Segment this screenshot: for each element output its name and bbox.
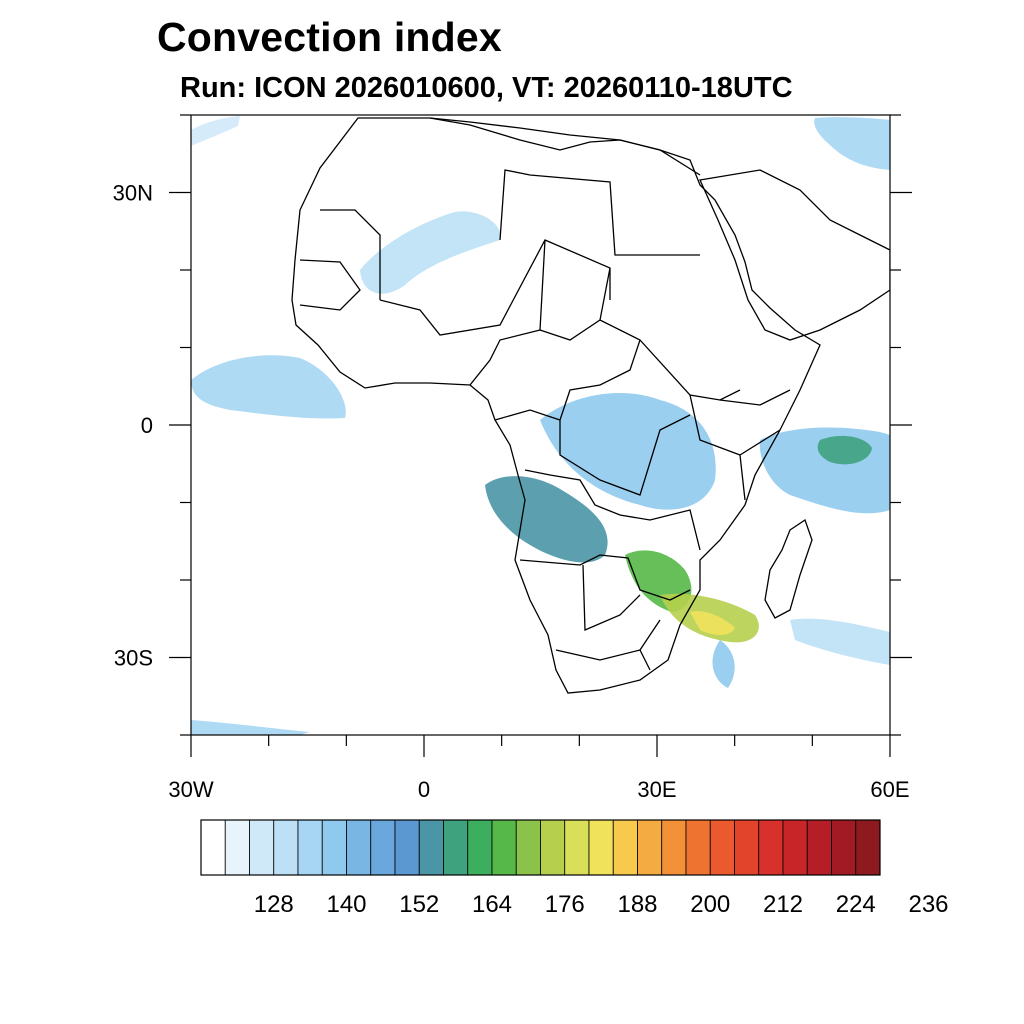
colorbar-label: 140 [326, 891, 366, 918]
lat-label: 0 [141, 413, 153, 438]
border-sahel [299, 169, 700, 386]
lon-label: 30W [168, 777, 213, 802]
colorbar-swatch [661, 819, 687, 876]
colorbar-swatch [734, 819, 760, 876]
colorbar-swatch [467, 819, 493, 876]
arabia-coastline [699, 169, 890, 341]
field-south-indian-ocean [790, 618, 890, 665]
field-gulf-of-guinea-west [191, 355, 346, 419]
colorbar-swatch [855, 819, 881, 876]
colorbar-swatch [758, 819, 784, 876]
field-central-africa [540, 392, 716, 510]
colorbar-swatch [709, 819, 735, 876]
colorbar-swatch [297, 819, 323, 876]
field-sahara-band [360, 211, 501, 294]
lon-label: 60E [870, 777, 909, 802]
colorbar-swatch [273, 819, 299, 876]
convection-field [191, 116, 890, 735]
colorbar-swatch [782, 819, 808, 876]
border-central [494, 267, 741, 496]
colorbar-swatch [394, 819, 420, 876]
colorbar-label: 188 [617, 891, 657, 918]
colorbar-swatch [200, 819, 226, 876]
colorbar-swatch [564, 819, 590, 876]
colorbar-label: 176 [545, 891, 585, 918]
lon-label: 0 [418, 777, 430, 802]
colorbar-swatch [418, 819, 444, 876]
lat-label: 30S [114, 646, 153, 671]
colorbar-label: 212 [763, 891, 803, 918]
colorbar-label: 128 [254, 891, 294, 918]
colorbar-label: 236 [908, 891, 948, 918]
colorbar-swatch [443, 819, 469, 876]
colorbar-swatch [685, 819, 711, 876]
colorbar-swatch [612, 819, 638, 876]
colorbar-label: 164 [472, 891, 512, 918]
colorbar-label: 224 [836, 891, 876, 918]
field-south-atlantic-edge [191, 720, 310, 735]
plot-frame [190, 114, 891, 736]
coastlines [291, 117, 890, 694]
colorbar-swatch [346, 819, 372, 876]
colorbar-swatch [491, 819, 517, 876]
colorbar-swatch [588, 819, 614, 876]
colorbar-swatch [370, 819, 396, 876]
colorbar-swatch [806, 819, 832, 876]
field-arabian-sea-north [814, 117, 890, 170]
colorbar-swatch [249, 819, 275, 876]
colorbar-swatch [321, 819, 347, 876]
colorbar-swatch [540, 819, 566, 876]
colorbar-frame [200, 819, 881, 876]
colorbar-swatch [637, 819, 663, 876]
colorbar-swatch [515, 819, 541, 876]
colorbar-swatch [831, 819, 857, 876]
colorbar-label: 200 [690, 891, 730, 918]
chart-title: Convection index [157, 14, 502, 60]
field-north-atlantic-west [191, 116, 240, 146]
field-indian-ocean-patch [817, 435, 872, 465]
colorbar: 128 140 152 164 176 188 200 212 224 236 [200, 819, 949, 918]
colorbar-label: 152 [399, 891, 439, 918]
africa-coastline [291, 117, 821, 694]
mediterranean-coast [429, 117, 701, 176]
chart-subtitle: Run: ICON 2026010600, VT: 20260110-18UTC [180, 72, 793, 104]
border-southern [519, 469, 701, 671]
axis-ticks: 30N 0 30S 30W 0 30E 60E [113, 114, 912, 802]
border-east [689, 389, 791, 501]
lon-label: 30E [637, 777, 676, 802]
colorbar-swatch [224, 819, 250, 876]
field-angola-zambia [485, 476, 608, 563]
lat-label: 30N [113, 181, 153, 206]
madagascar-coastline [764, 518, 813, 619]
field-madagascar-east [712, 640, 735, 688]
field-natal [690, 611, 735, 635]
